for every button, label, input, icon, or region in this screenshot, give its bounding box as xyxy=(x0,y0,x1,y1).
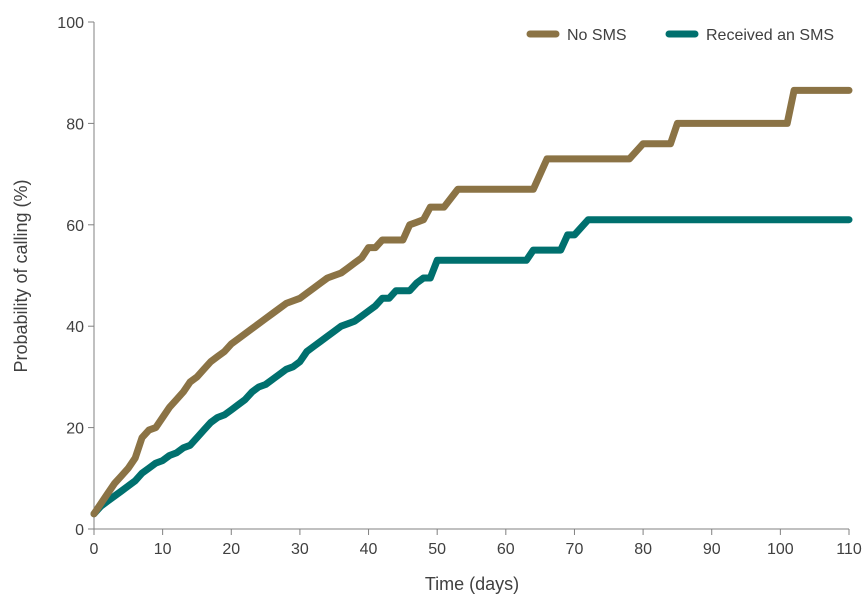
x-tick-label: 50 xyxy=(428,541,446,558)
x-tick-label: 90 xyxy=(703,541,721,558)
x-tick-label: 20 xyxy=(222,541,240,558)
y-tick-label: 80 xyxy=(66,116,84,133)
x-tick-label: 30 xyxy=(291,541,309,558)
y-tick-label: 100 xyxy=(57,15,84,32)
x-axis-title: Time (days) xyxy=(425,574,519,594)
legend-label-no-sms: No SMS xyxy=(567,27,627,44)
series-line-no-sms xyxy=(90,86,853,518)
x-tick-label: 10 xyxy=(154,541,172,558)
series-line-received-an-sms xyxy=(90,216,853,518)
legend-label-received-sms: Received an SMS xyxy=(706,27,834,44)
x-tick-label: 60 xyxy=(497,541,515,558)
y-tick-label: 60 xyxy=(66,218,84,235)
y-axis-title: Probability of calling (%) xyxy=(11,179,31,372)
x-tick-label: 70 xyxy=(566,541,584,558)
x-tick-label: 40 xyxy=(360,541,378,558)
x-tick-label: 100 xyxy=(767,541,794,558)
legend: No SMS Received an SMS xyxy=(526,27,834,44)
axes: 0 20 40 60 80 100 0 10 20 30 40 50 60 70 80 90 100 110 xyxy=(57,15,862,558)
x-tick-label: 110 xyxy=(836,541,862,558)
x-tick-label: 0 xyxy=(90,541,99,558)
y-tick-label: 0 xyxy=(75,522,84,539)
y-tick-label: 20 xyxy=(66,421,84,438)
x-tick-label: 80 xyxy=(634,541,652,558)
y-tick-label: 40 xyxy=(66,319,84,336)
